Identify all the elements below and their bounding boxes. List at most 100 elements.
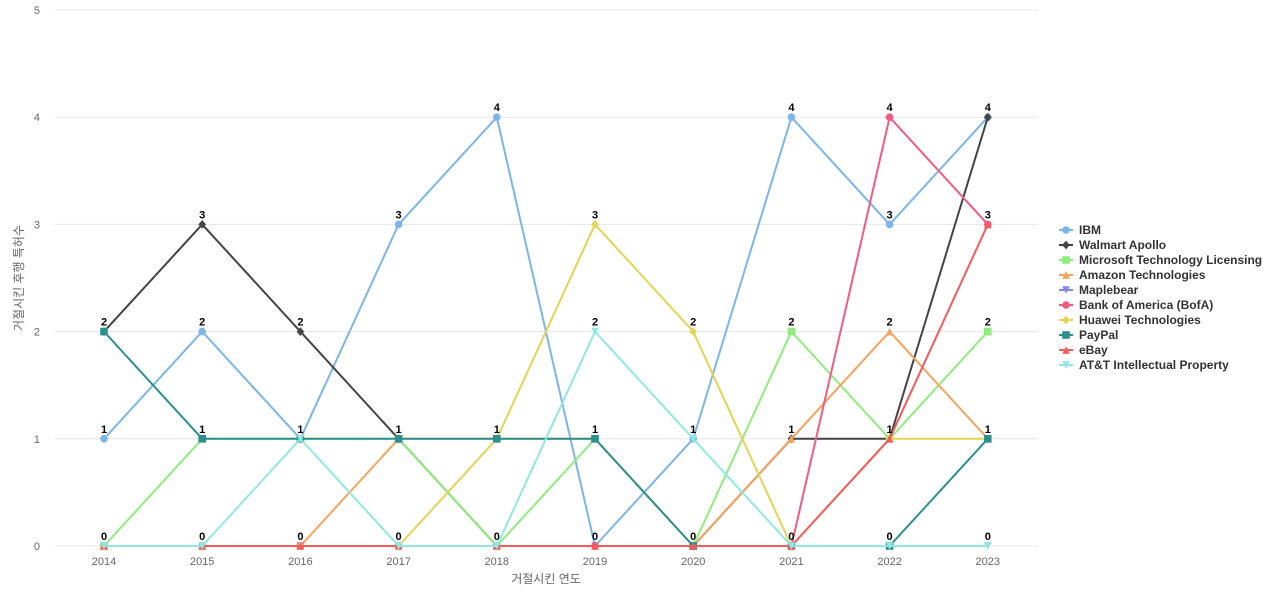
- data-point: [787, 542, 796, 550]
- data-label: 2: [199, 317, 205, 329]
- legend-marker: [1062, 226, 1070, 234]
- legend-item[interactable]: Amazon Technologies: [1059, 268, 1206, 282]
- data-label: 1: [788, 424, 794, 436]
- data-label: 2: [985, 317, 991, 329]
- data-label: 4: [985, 102, 992, 114]
- data-label: 2: [297, 317, 303, 329]
- data-point: [296, 435, 305, 443]
- x-tick-label: 2014: [92, 556, 116, 568]
- data-label: 0: [494, 531, 500, 543]
- data-point: [984, 327, 992, 336]
- data-label: 2: [101, 317, 107, 329]
- x-tick-label: 2018: [485, 556, 509, 568]
- data-label: 3: [887, 209, 893, 221]
- data-label: 2: [788, 317, 794, 329]
- x-axis-title: 거절시킨 연도: [511, 572, 581, 586]
- data-label: 1: [592, 424, 598, 436]
- legend-item[interactable]: Microsoft Technology Licensing: [1059, 253, 1262, 267]
- x-tick-label: 2022: [877, 556, 901, 568]
- legend-label: Bank of America (BofA): [1079, 298, 1213, 312]
- x-tick-label: 2021: [779, 556, 803, 568]
- data-label: 0: [101, 531, 107, 543]
- data-point: [787, 113, 796, 121]
- data-point: [591, 327, 599, 336]
- legend-item[interactable]: Huawei Technologies: [1059, 313, 1201, 327]
- series-huawei-technologies: [100, 220, 992, 551]
- legend-label: IBM: [1079, 223, 1101, 237]
- legend-label: Walmart Apollo: [1079, 238, 1166, 252]
- grid-lines: [55, 9, 1038, 547]
- data-label: 0: [199, 531, 205, 543]
- legend-marker: [1062, 256, 1070, 264]
- data-label: 4: [887, 102, 894, 114]
- data-label: 0: [690, 531, 696, 543]
- data-point: [689, 435, 697, 443]
- data-point: [198, 542, 206, 550]
- data-point: [198, 220, 206, 229]
- series-ebay: [100, 220, 992, 550]
- legend-item[interactable]: Bank of America (BofA): [1059, 298, 1213, 312]
- data-label: 0: [297, 531, 303, 543]
- y-axis-title: 거절시킨 후행 특허수: [11, 225, 26, 331]
- data-point: [296, 327, 305, 336]
- data-point: [689, 542, 697, 550]
- data-label: 4: [494, 102, 501, 114]
- data-labels: 2 1 0 3 2 1 0 2 1 0 3 1 0 4 1 0 3 2 1 0 2 1 0 4 2 1 0 4 3 2 1 0 4 3 2 1 0: [101, 102, 992, 543]
- data-point: [100, 327, 108, 336]
- data-label: 0: [592, 531, 598, 543]
- series-at-t-intellectual-property: [100, 327, 992, 550]
- data-point: [885, 435, 894, 443]
- data-label: 1: [887, 424, 893, 436]
- legend-marker: [1062, 271, 1070, 279]
- y-tick-label: 3: [34, 219, 40, 231]
- data-label: 1: [494, 424, 500, 436]
- y-tick-label: 1: [34, 434, 40, 446]
- legend-item[interactable]: Walmart Apollo: [1059, 238, 1166, 252]
- x-axis-ticks: 2014 2015 2016 2017 2018 2019 2020 2021 2022 2023: [92, 556, 1000, 568]
- data-label: 1: [101, 424, 107, 436]
- legend-item[interactable]: PayPal: [1059, 328, 1118, 342]
- data-point: [394, 542, 403, 550]
- data-point: [493, 435, 501, 443]
- data-point: [591, 220, 599, 229]
- x-tick-label: 2016: [288, 556, 312, 568]
- y-tick-label: 5: [34, 5, 40, 17]
- legend-item[interactable]: Maplebear: [1059, 283, 1139, 297]
- data-point: [591, 542, 599, 550]
- data-point: [984, 220, 992, 229]
- data-label: 2: [592, 317, 598, 329]
- data-point: [198, 435, 206, 443]
- series-lines: [100, 112, 992, 551]
- legend-label: Huawei Technologies: [1079, 313, 1201, 327]
- data-label: 0: [887, 531, 893, 543]
- legend-label: Microsoft Technology Licensing: [1079, 253, 1262, 267]
- y-tick-label: 4: [34, 112, 40, 124]
- y-tick-label: 0: [34, 541, 40, 553]
- data-point: [296, 542, 305, 550]
- data-label: 2: [887, 317, 893, 329]
- series-line: [104, 330, 988, 547]
- x-tick-label: 2017: [386, 556, 410, 568]
- data-point: [787, 435, 796, 443]
- data-label: 0: [396, 531, 402, 543]
- x-tick-label: 2023: [976, 556, 1000, 568]
- y-tick-label: 2: [34, 327, 40, 339]
- data-point: [100, 542, 108, 550]
- x-tick-label: 2019: [583, 556, 607, 568]
- data-label: 1: [985, 424, 991, 436]
- legend-label: AT&T Intellectual Property: [1079, 358, 1229, 372]
- legend-item[interactable]: AT&T Intellectual Property: [1059, 358, 1229, 372]
- data-label: 3: [985, 209, 991, 221]
- data-label: 1: [199, 424, 205, 436]
- data-point: [591, 435, 599, 443]
- legend-item[interactable]: eBay: [1059, 343, 1108, 357]
- data-label: 1: [297, 424, 303, 436]
- data-label: 3: [396, 209, 402, 221]
- data-label: 2: [690, 317, 696, 329]
- legend-item[interactable]: IBM: [1059, 223, 1101, 237]
- data-label: 1: [396, 424, 402, 436]
- legend-label: Maplebear: [1079, 283, 1139, 297]
- legend-marker: [1062, 286, 1070, 294]
- x-tick-label: 2020: [681, 556, 705, 568]
